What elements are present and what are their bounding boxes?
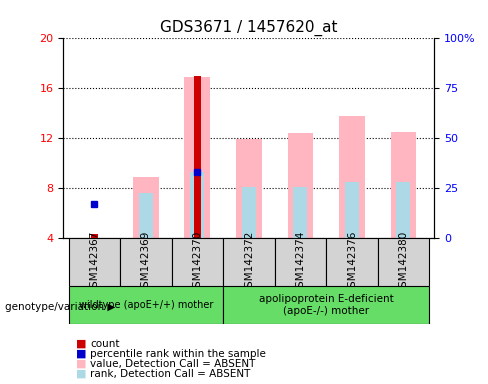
Text: GSM142374: GSM142374 bbox=[295, 230, 305, 294]
Text: genotype/variation ▶: genotype/variation ▶ bbox=[5, 302, 115, 312]
Text: ■: ■ bbox=[76, 349, 86, 359]
Bar bbox=[139, 193, 153, 238]
Bar bbox=[69, 238, 120, 286]
Text: GSM142367: GSM142367 bbox=[89, 230, 100, 294]
Bar bbox=[69, 286, 223, 324]
Bar bbox=[390, 132, 416, 238]
Bar bbox=[339, 116, 365, 238]
Text: ■: ■ bbox=[76, 369, 86, 379]
Bar bbox=[287, 133, 313, 238]
Bar bbox=[396, 182, 410, 238]
Bar bbox=[184, 77, 210, 238]
Text: GSM142380: GSM142380 bbox=[398, 230, 408, 294]
Bar bbox=[236, 139, 262, 238]
Bar bbox=[378, 238, 429, 286]
Bar bbox=[242, 187, 256, 238]
Bar bbox=[133, 177, 159, 238]
Text: GSM142376: GSM142376 bbox=[347, 230, 357, 294]
Bar bbox=[275, 238, 326, 286]
Bar bbox=[223, 238, 275, 286]
Text: wildtype (apoE+/+) mother: wildtype (apoE+/+) mother bbox=[79, 300, 213, 310]
Text: GSM142372: GSM142372 bbox=[244, 230, 254, 294]
Text: percentile rank within the sample: percentile rank within the sample bbox=[90, 349, 266, 359]
Text: GSM142369: GSM142369 bbox=[141, 230, 151, 294]
Bar bbox=[194, 76, 201, 238]
Text: count: count bbox=[90, 339, 120, 349]
Bar bbox=[326, 238, 378, 286]
Bar bbox=[172, 238, 223, 286]
Bar bbox=[223, 286, 429, 324]
Title: GDS3671 / 1457620_at: GDS3671 / 1457620_at bbox=[160, 20, 338, 36]
Text: rank, Detection Call = ABSENT: rank, Detection Call = ABSENT bbox=[90, 369, 251, 379]
Bar bbox=[91, 234, 98, 238]
Text: GSM142370: GSM142370 bbox=[192, 230, 203, 294]
Text: ■: ■ bbox=[76, 339, 86, 349]
Bar bbox=[120, 238, 172, 286]
Text: apolipoprotein E-deficient
(apoE-/-) mother: apolipoprotein E-deficient (apoE-/-) mot… bbox=[259, 295, 393, 316]
Bar bbox=[190, 172, 204, 238]
Text: ■: ■ bbox=[76, 359, 86, 369]
Text: value, Detection Call = ABSENT: value, Detection Call = ABSENT bbox=[90, 359, 256, 369]
Bar bbox=[293, 187, 307, 238]
Bar bbox=[345, 182, 359, 238]
